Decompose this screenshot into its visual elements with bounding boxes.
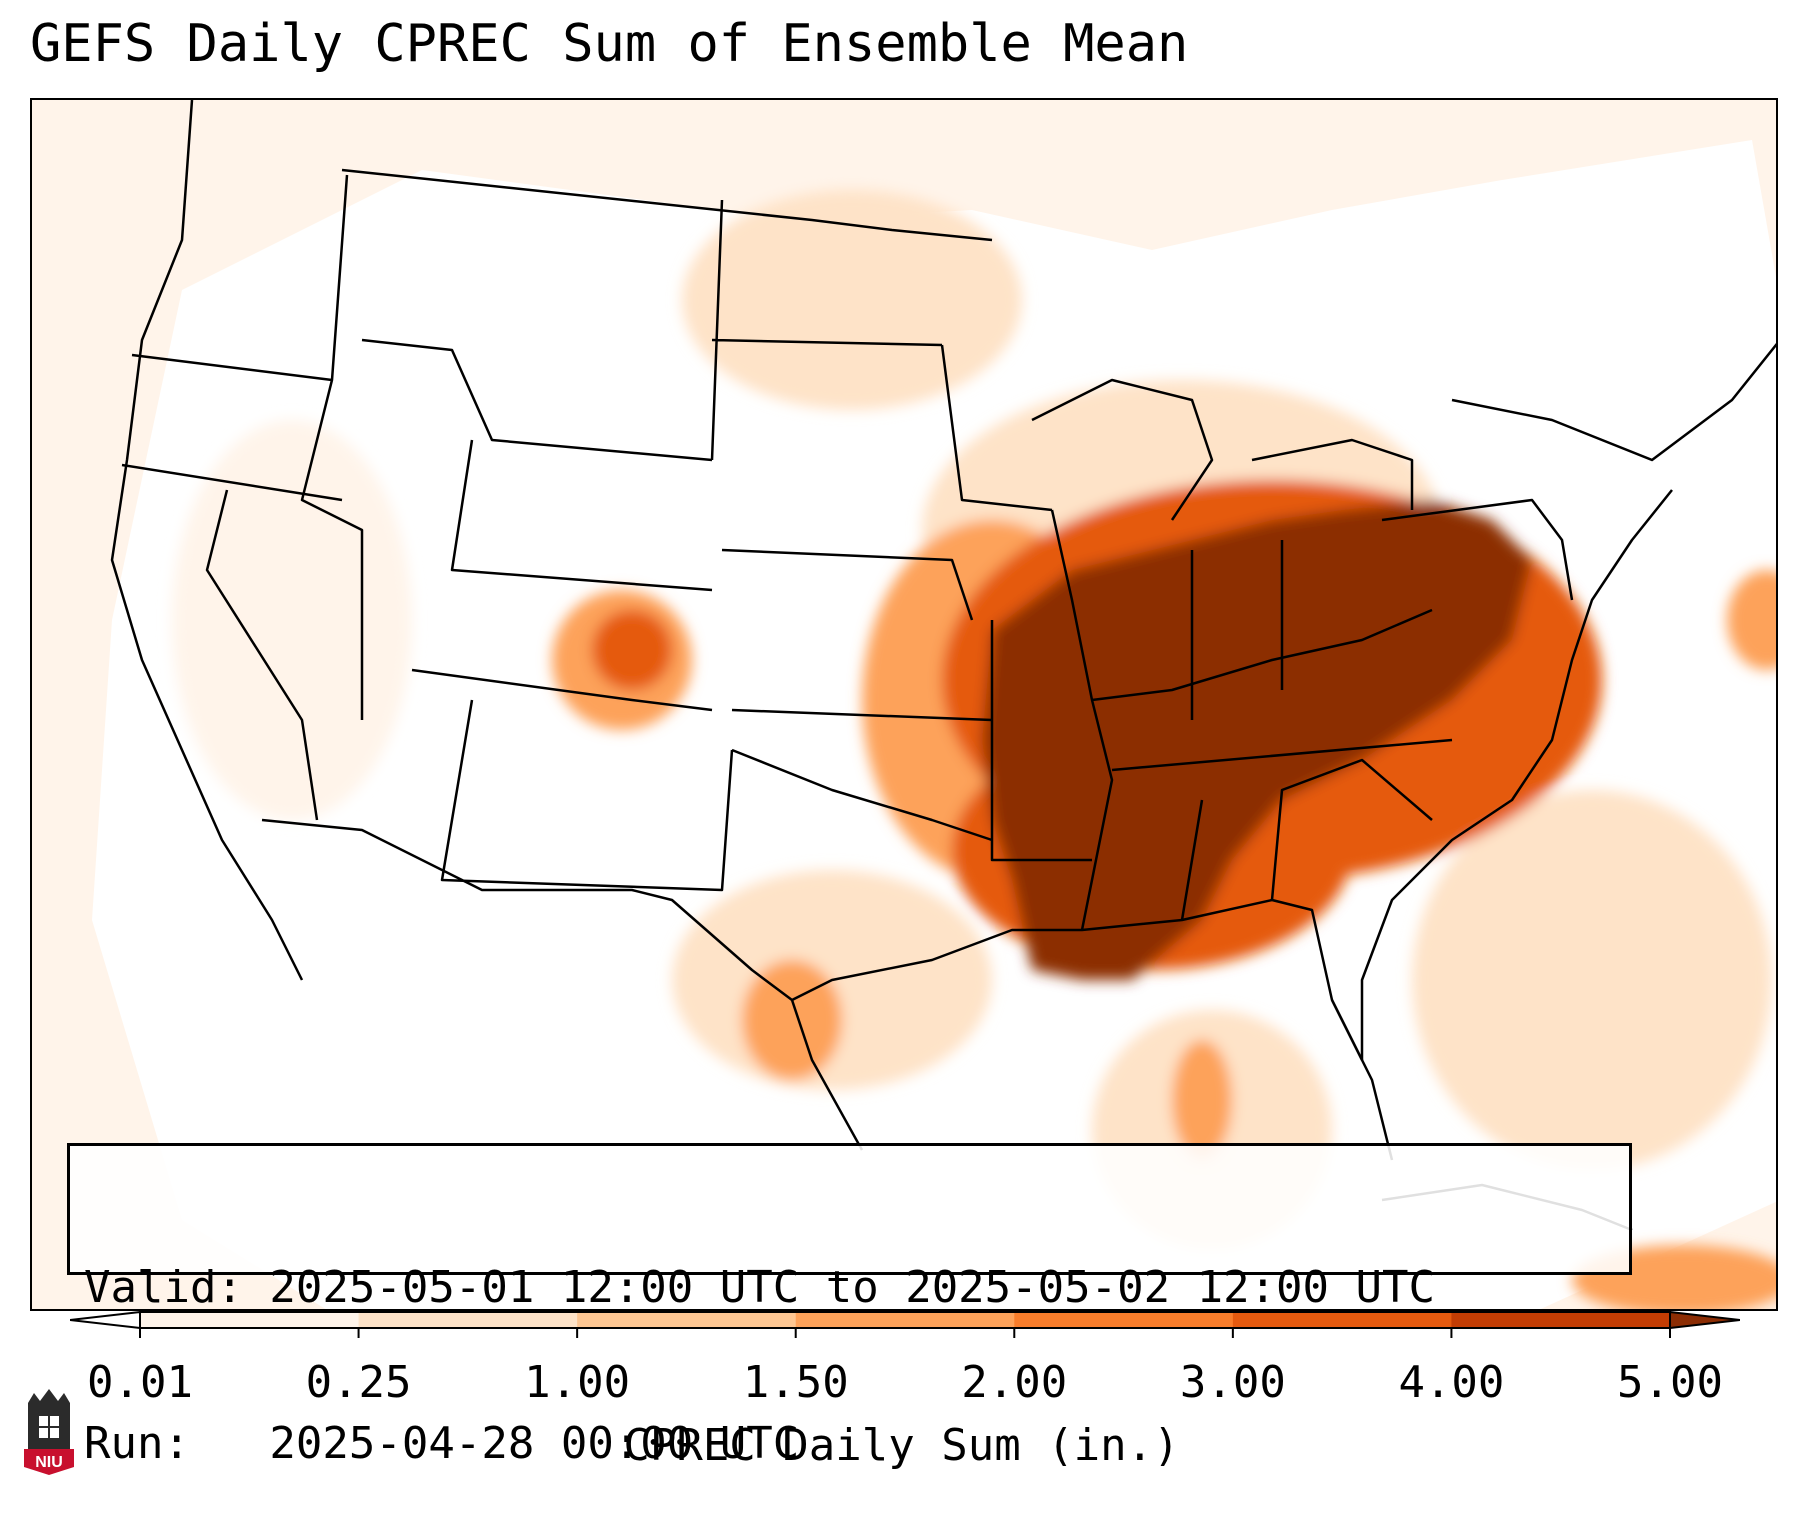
- precip-light-atlantic: [1412, 790, 1772, 1170]
- colorbar-overflow-arrow: [1669, 1310, 1740, 1330]
- co-nm-boundary: [411, 668, 713, 712]
- colorbar-segment: [1451, 1312, 1671, 1328]
- or-ca-border: [121, 463, 343, 502]
- west-coast: [110, 100, 304, 981]
- dakotas: [710, 199, 943, 461]
- state-boundaries: [110, 100, 1776, 1232]
- colorbar: [70, 1310, 1740, 1338]
- pa-ny-border: [1381, 498, 1574, 601]
- colorbar-label: CPREC Daily Sum (in.): [623, 1420, 1180, 1471]
- great-lakes: [1031, 378, 1414, 521]
- precip-light-west: [172, 420, 412, 820]
- precip-moderate-offshore: [1727, 570, 1776, 670]
- colorbar-tick-label: 1.50: [742, 1357, 849, 1408]
- atlantic-coast: [1360, 489, 1673, 1060]
- in-oh-borders: [1190, 540, 1284, 720]
- precip-map: [32, 100, 1776, 1309]
- florida: [1330, 999, 1394, 1161]
- colorbar-tick-label: 1.00: [524, 1357, 631, 1408]
- colorbar-tick-label: 0.01: [87, 1357, 193, 1408]
- precip-moderate-southtx: [742, 960, 842, 1080]
- new-england: [1451, 342, 1776, 462]
- ok-tx-red-river: [731, 748, 993, 842]
- se-states: [1180, 758, 1433, 921]
- logo-shield-icon: [24, 1449, 74, 1475]
- mississippi: [1050, 509, 1114, 931]
- montana-north: [341, 168, 993, 242]
- colorbar-segment: [1014, 1312, 1234, 1328]
- ks-ok-border: [731, 708, 993, 722]
- ca-nv-border: [205, 489, 319, 821]
- ohio-river: [1091, 608, 1433, 702]
- precip-heavy-colorado: [592, 610, 672, 690]
- colorbar-tick-label: 3.00: [1179, 1357, 1286, 1408]
- gulf-coast: [791, 898, 1364, 1061]
- ne-ks-border: [721, 548, 974, 621]
- page-title: GEFS Daily CPREC Sum of Ensemble Mean: [30, 14, 1189, 74]
- colorbar-segment: [795, 1312, 1015, 1328]
- colorbar-segment: [140, 1312, 360, 1328]
- nm-ok-tx: [440, 699, 734, 892]
- colorbar-tick-label: 2.00: [961, 1357, 1068, 1408]
- mexico-border: [261, 818, 793, 1001]
- idaho-montana: [300, 174, 364, 720]
- info-box: Valid: 2025-05-01 12:00 UTC to 2025-05-0…: [67, 1143, 1632, 1469]
- colorbar-segment: [358, 1312, 578, 1328]
- colorbar-tick-label: 5.00: [1617, 1357, 1723, 1408]
- mn-ia-border: [940, 344, 1053, 512]
- map-frame: [30, 98, 1778, 1311]
- tn-border: [1111, 738, 1453, 772]
- logo-text: NIU: [35, 1454, 63, 1471]
- mt-south-boundary: [361, 338, 713, 462]
- precip-light-north: [682, 190, 1022, 410]
- colorbar-segment: [577, 1312, 797, 1328]
- niu-logo: NIU: [24, 1389, 74, 1475]
- texas-coast: [790, 999, 864, 1151]
- colorbar-tick-label: 0.25: [305, 1357, 412, 1408]
- wa-or-border: [131, 353, 333, 382]
- precip-extreme-core: [982, 500, 1532, 980]
- run-time-text: Run: 2025-04-28 00:00 UTC: [84, 1418, 800, 1469]
- wy-co-boundary: [450, 439, 713, 592]
- colorbar-ticks: [139, 1328, 1671, 1338]
- colorbar-underflow-arrow: [70, 1310, 141, 1330]
- colorbar-tick-label: 4.00: [1398, 1357, 1505, 1408]
- colorbar-segment: [1232, 1312, 1452, 1328]
- precip-moderate-gulf: [1172, 1040, 1232, 1160]
- ozarks-box: [990, 620, 1092, 862]
- colorbar-segments: [139, 1311, 1671, 1329]
- valid-time-text: Valid: 2025-05-01 12:00 UTC to 2025-05-0…: [84, 1262, 1436, 1313]
